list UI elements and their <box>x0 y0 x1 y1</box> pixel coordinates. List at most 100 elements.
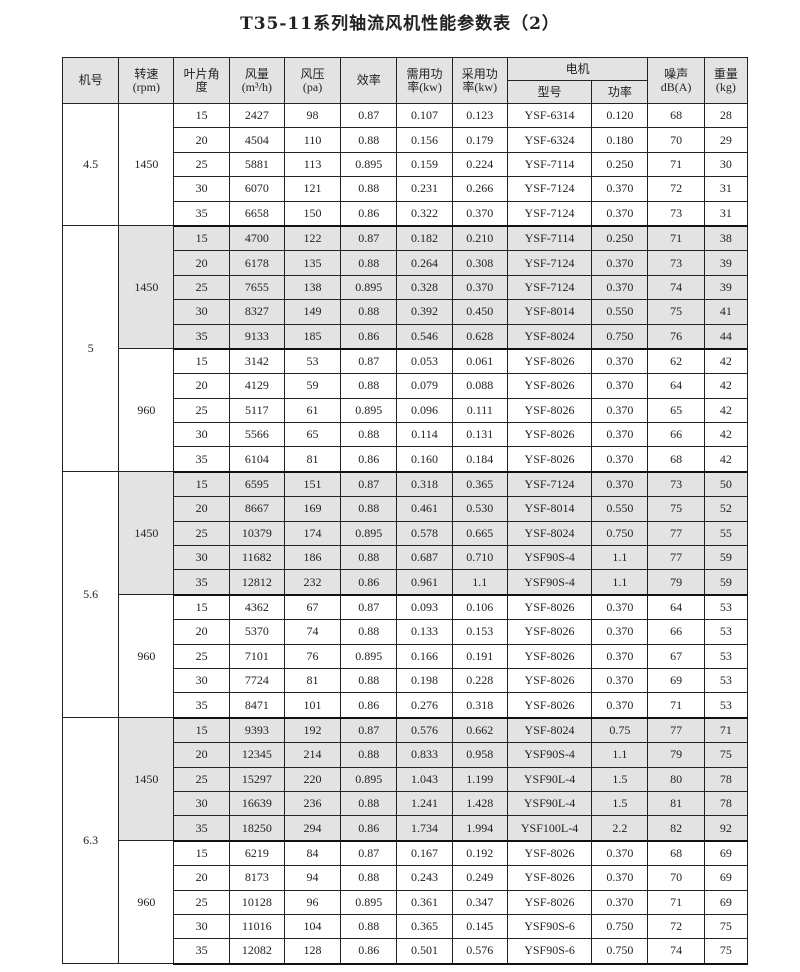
cell-pressure: 128 <box>283 938 342 965</box>
cell-adopted-power: 0.153 <box>451 619 508 645</box>
cell-weight: 39 <box>703 274 749 301</box>
cell-motor-type: YSF-7124 <box>506 274 593 301</box>
cell-flow: 12082 <box>228 938 285 965</box>
cell-noise: 71 <box>647 225 705 252</box>
cell-motor-power: 0.550 <box>591 299 649 325</box>
cell-noise: 68 <box>647 446 705 473</box>
cell-speed: 1450 <box>118 102 175 227</box>
cell-flow: 8173 <box>228 865 285 891</box>
cell-adopted-power: 0.365 <box>451 471 508 498</box>
table-row: 35 9133 185 0.86 0.546 0.628 YSF-8024 0.750 76 44 <box>63 323 749 350</box>
cell-weight: 69 <box>703 865 749 891</box>
cell-pressure: 236 <box>283 790 342 817</box>
cell-required-power: 0.053 <box>396 348 453 375</box>
table-row: 35 18250 294 0.86 1.734 1.994 YSF100L-4 2.2 82 92 <box>63 815 749 842</box>
cell-model: 5 <box>61 225 120 473</box>
header-speed: 转速 (rpm) <box>118 57 175 104</box>
cell-adopted-power: 0.145 <box>451 913 508 940</box>
cell-noise: 64 <box>647 373 705 399</box>
cell-motor-power: 0.550 <box>591 496 649 522</box>
cell-pressure: 220 <box>283 766 342 792</box>
cell-flow: 6070 <box>228 176 285 202</box>
cell-flow: 18250 <box>228 815 285 842</box>
cell-noise: 71 <box>647 889 705 915</box>
cell-efficiency: 0.88 <box>340 373 398 399</box>
cell-pressure: 294 <box>283 815 342 842</box>
cell-model: 5.6 <box>61 471 120 719</box>
cell-adopted-power: 0.370 <box>451 274 508 301</box>
cell-angle: 15 <box>173 840 230 867</box>
cell-flow: 7724 <box>228 667 285 694</box>
cell-weight: 52 <box>703 496 749 522</box>
cell-required-power: 0.578 <box>396 520 453 547</box>
table-row: 960 15 6219 84 0.87 0.167 0.192 YSF-8026 0.370 68… <box>63 840 749 965</box>
cell-angle: 20 <box>173 865 230 891</box>
cell-weight: 75 <box>703 742 749 768</box>
cell-motor-type: YSF-8026 <box>506 865 593 891</box>
cell-adopted-power: 0.576 <box>451 938 508 965</box>
cell-speed: 1450 <box>118 471 175 596</box>
cell-motor-type: YSF90S-4 <box>506 545 593 571</box>
table-row: 30 16639 236 0.88 1.241 1.428 YSF90L-4 1.5 81 78 <box>63 790 749 817</box>
cell-efficiency: 0.87 <box>340 348 398 375</box>
cell-adopted-power: 0.308 <box>451 250 508 276</box>
cell-motor-power: 0.370 <box>591 667 649 694</box>
table-row: 4.5 1450 15 2427 98 0.87 0.107 0.123 YSF-6314 0.1… <box>61 102 749 227</box>
cell-angle: 30 <box>173 422 230 448</box>
cell-flow: 8327 <box>228 299 285 325</box>
cell-motor-type: YSF-6324 <box>506 127 593 153</box>
cell-pressure: 74 <box>283 619 342 645</box>
cell-weight: 29 <box>703 127 749 153</box>
table-row: 30 11016 104 0.88 0.365 0.145 YSF90S-6 0.750 72 7… <box>63 913 749 940</box>
cell-weight: 41 <box>703 299 749 325</box>
cell-pressure: 81 <box>283 446 342 473</box>
cell-model: 6.3 <box>61 717 120 965</box>
cell-pressure: 121 <box>283 176 342 202</box>
cell-motor-power: 0.370 <box>591 422 649 448</box>
cell-motor-power: 1.1 <box>591 545 649 571</box>
cell-efficiency: 0.86 <box>340 200 398 227</box>
cell-motor-power: 0.370 <box>591 594 649 621</box>
cell-required-power: 0.096 <box>396 397 453 424</box>
cell-required-power: 0.198 <box>396 667 453 694</box>
cell-adopted-power: 0.192 <box>451 840 508 867</box>
table-row: 25 15297 220 0.895 1.043 1.199 YSF90L-4 1.5 80 78 <box>63 766 749 792</box>
cell-flow: 6178 <box>228 250 285 276</box>
cell-weight: 75 <box>703 913 749 940</box>
cell-speed: 960 <box>118 594 175 719</box>
header-efficiency: 效率 <box>340 57 398 104</box>
cell-required-power: 0.264 <box>396 250 453 276</box>
cell-motor-power: 0.370 <box>591 692 649 719</box>
table-row: 20 4504 110 0.88 0.156 0.179 YSF-6324 0.180 70 29 <box>63 127 749 153</box>
cell-angle: 35 <box>173 692 230 719</box>
cell-motor-power: 0.370 <box>591 889 649 915</box>
cell-motor-power: 1.1 <box>591 569 649 596</box>
cell-angle: 25 <box>173 766 230 792</box>
cell-flow: 9133 <box>228 323 285 350</box>
table-body: 4.5 1450 15 2427 98 0.87 0.107 0.123 YSF-6314 0.1… <box>61 102 749 965</box>
cell-angle: 30 <box>173 545 230 571</box>
cell-noise: 79 <box>647 569 705 596</box>
cell-adopted-power: 0.450 <box>451 299 508 325</box>
cell-speed: 960 <box>118 348 175 473</box>
cell-required-power: 0.461 <box>396 496 453 522</box>
cell-motor-power: 0.750 <box>591 323 649 350</box>
header-motor: 电机 <box>506 57 649 81</box>
cell-efficiency: 0.88 <box>340 496 398 522</box>
cell-motor-power: 0.370 <box>591 643 649 669</box>
cell-efficiency: 0.88 <box>340 667 398 694</box>
cell-noise: 74 <box>647 274 705 301</box>
cell-efficiency: 0.895 <box>340 766 398 792</box>
cell-required-power: 0.276 <box>396 692 453 719</box>
cell-adopted-power: 0.530 <box>451 496 508 522</box>
cell-flow: 4504 <box>228 127 285 153</box>
table-row: 35 6104 81 0.86 0.160 0.184 YSF-8026 0.370 68 42 <box>63 446 749 473</box>
cell-pressure: 232 <box>283 569 342 596</box>
table-row: 960 15 4362 67 0.87 0.093 0.106 YSF-8026 0.370 64… <box>63 594 749 719</box>
cell-flow: 4362 <box>228 594 285 621</box>
cell-efficiency: 0.88 <box>340 865 398 891</box>
cell-motor-type: YSF-8026 <box>506 446 593 473</box>
cell-noise: 72 <box>647 176 705 202</box>
cell-noise: 66 <box>647 422 705 448</box>
cell-motor-power: 0.370 <box>591 619 649 645</box>
